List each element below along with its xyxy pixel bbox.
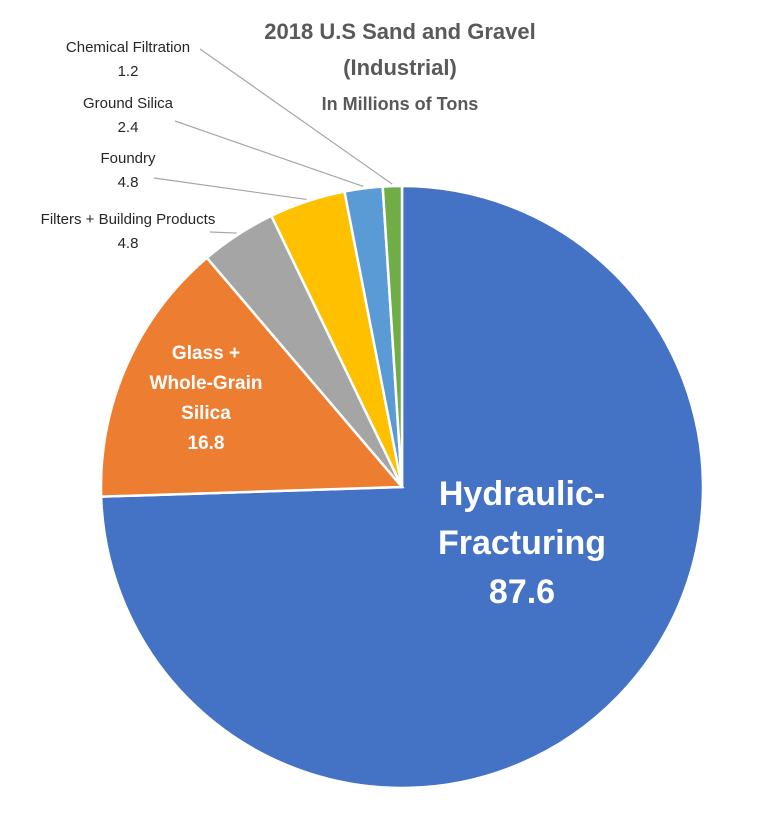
pie-slice-chemical-filtration: [381, 184, 404, 488]
chart-subtitle: In Millions of Tons: [322, 94, 479, 114]
slice-labels: Hydraulic- Fracturing 87.6 Glass + Whole-Gra…: [41, 39, 606, 611]
slice-label-ground-silica: Ground Silica: [83, 95, 174, 112]
slice-value-ground-silica: 2.4: [118, 119, 139, 136]
slice-label-glass-whole-grain-silica: Whole-Grain: [150, 373, 263, 394]
slice-value-hydraulic-fracturing: 87.6: [489, 573, 555, 611]
leader-line-chemical-filtration: [199, 48, 393, 185]
slice-label-hydraulic-fracturing: Hydraulic-: [439, 475, 605, 513]
chart-title-line2: (Industrial): [343, 55, 457, 80]
slice-value-chemical-filtration: 1.2: [118, 63, 139, 80]
slice-value-glass-whole-grain-silica: 16.8: [188, 433, 225, 454]
slice-value-filters-building-products: 4.8: [118, 235, 139, 252]
slice-label-foundry: Foundry: [100, 150, 156, 167]
slice-label-hydraulic-fracturing: Fracturing: [438, 524, 606, 562]
slice-label-glass-whole-grain-silica: Silica: [181, 403, 231, 424]
chart-title: 2018 U.S Sand and Gravel: [264, 19, 535, 44]
slice-value-foundry: 4.8: [118, 174, 139, 191]
pie-slices: [99, 184, 705, 790]
pie-slice-glass-whole-grain-silica: [99, 256, 405, 498]
leader-line-foundry: [153, 177, 307, 201]
leader-lines: [153, 48, 393, 234]
slice-label-filters-building-products: Filters + Building Products: [41, 211, 216, 228]
leader-line-ground-silica: [174, 120, 364, 188]
leader-line-filters-building-products: [209, 231, 237, 234]
slice-label-glass-whole-grain-silica: Glass +: [172, 343, 240, 364]
slice-label-chemical-filtration: Chemical Filtration: [66, 39, 190, 56]
